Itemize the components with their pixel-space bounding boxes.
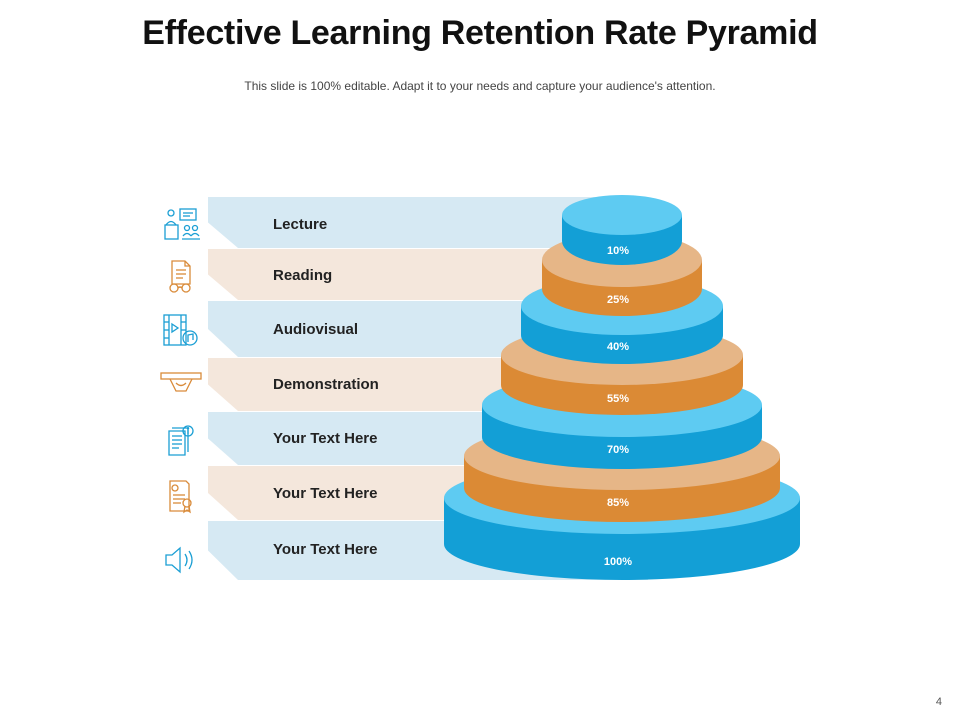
tier-label-70: 70%: [607, 444, 629, 456]
reading-icon: [169, 260, 191, 293]
lecture-icon: [164, 208, 200, 240]
tier-label-40: 40%: [607, 341, 629, 353]
page-number: 4: [935, 696, 942, 708]
tier-label-100: 100%: [604, 556, 632, 568]
tier-10: [562, 195, 682, 265]
tier-label-85: 85%: [607, 497, 629, 509]
speaker-icon: [165, 546, 193, 574]
row-label-demonstration: Demonstration: [273, 376, 379, 393]
row-label-lecture: Lecture: [273, 216, 328, 233]
page-subtitle: This slide is 100% editable. Adapt it to…: [244, 79, 716, 93]
row-label-6: Your Text Here: [273, 485, 378, 502]
tier-label-10: 10%: [607, 245, 629, 257]
tier-label-25: 25%: [607, 294, 629, 306]
audiovisual-icon: [163, 314, 198, 346]
tier-label-55: 55%: [607, 393, 629, 405]
row-label-7: Your Text Here: [273, 541, 378, 558]
row-label-audiovisual: Audiovisual: [273, 321, 359, 338]
demonstration-icon: [160, 372, 202, 392]
certificate-icon: [169, 480, 192, 514]
row-label-reading: Reading: [273, 267, 333, 284]
page-title: Effective Learning Retention Rate Pyrami…: [142, 14, 818, 52]
document-info-icon: [168, 425, 194, 456]
row-label-5: Your Text Here: [273, 430, 378, 447]
